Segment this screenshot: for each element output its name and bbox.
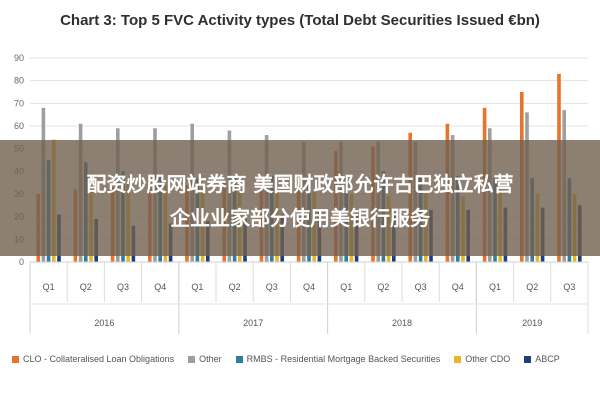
y-tick-label: 80 — [14, 76, 24, 86]
legend-item: Other CDO — [454, 354, 510, 364]
legend-label: ABCP — [535, 354, 560, 364]
x-tick-label: Q3 — [266, 282, 278, 292]
x-tick-label: Q3 — [117, 282, 129, 292]
y-tick-label: 90 — [14, 53, 24, 63]
x-group-label: 2017 — [243, 318, 263, 328]
x-tick-label: Q2 — [526, 282, 538, 292]
legend-label: Other — [199, 354, 222, 364]
legend-label: CLO - Collateralised Loan Obligations — [23, 354, 175, 364]
banner-text-line-1: 配资炒股网站券商 美国财政部允许古巴独立私营 — [86, 172, 514, 196]
y-tick-label: 70 — [14, 98, 24, 108]
x-tick-label: Q1 — [191, 282, 203, 292]
x-tick-label: Q3 — [415, 282, 427, 292]
legend-swatch — [12, 355, 19, 363]
x-tick-label: Q1 — [43, 282, 55, 292]
chart-legend: CLO - Collateralised Loan Obligations Oth… — [12, 354, 592, 364]
legend-swatch — [188, 355, 196, 363]
legend-item: CLO - Collateralised Loan Obligations — [12, 354, 174, 364]
legend-label: Other CDO — [465, 354, 511, 364]
x-tick-label: Q3 — [563, 282, 575, 292]
legend-item: ABCP — [524, 354, 560, 364]
x-tick-label: Q1 — [340, 282, 352, 292]
x-group-label: 2019 — [522, 318, 542, 328]
legend-swatch — [454, 355, 462, 363]
legend-swatch — [235, 355, 243, 363]
legend-item: Other — [188, 354, 222, 364]
y-tick-label: 60 — [14, 121, 24, 131]
legend-item: RMBS - Residential Mortgage Backed Secur… — [235, 354, 441, 364]
legend-label: RMBS - Residential Mortgage Backed Secur… — [246, 354, 441, 364]
x-tick-label: Q4 — [452, 282, 464, 292]
x-tick-label: Q1 — [489, 282, 501, 292]
x-group-label: 2018 — [392, 318, 412, 328]
x-tick-label: Q4 — [154, 282, 166, 292]
legend-swatch — [524, 355, 532, 363]
overlay-banner: 配资炒股网站券商 美国财政部允许古巴独立私营 企业业家部分使用美银行服务 — [0, 140, 600, 256]
x-tick-label: Q2 — [377, 282, 389, 292]
x-tick-label: Q2 — [80, 282, 92, 292]
chart-title: Chart 3: Top 5 FVC Activity types (Total… — [60, 12, 540, 29]
banner-text-line-2: 企业业家部分使用美银行服务 — [170, 206, 430, 230]
x-tick-label: Q4 — [303, 282, 315, 292]
x-tick-label: Q2 — [229, 282, 241, 292]
y-tick-label: 0 — [19, 257, 24, 267]
x-group-label: 2016 — [94, 318, 114, 328]
